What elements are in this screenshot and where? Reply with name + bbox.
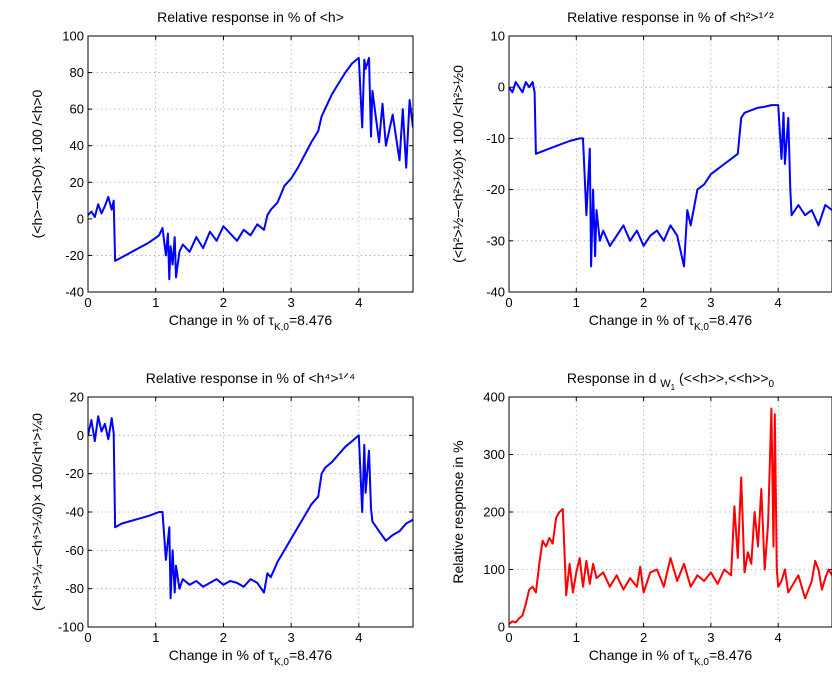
x-tick-label: 2 <box>220 295 227 310</box>
y-tick-label: 20 <box>70 175 84 190</box>
chart-title: Relative response in % of <h²>¹ᐟ² <box>567 9 774 25</box>
y-tick-label: -20 <box>65 248 84 263</box>
y-tick-label: -30 <box>486 233 505 248</box>
x-axis-label: Change in % of τK,0=8.476 <box>589 647 753 668</box>
x-tick-label: 3 <box>707 630 714 645</box>
x-axis-label: Change in % of τK,0=8.476 <box>589 312 753 333</box>
x-tick-label: 0 <box>505 295 512 310</box>
x-tick-label: 0 <box>84 630 91 645</box>
y-tick-label: -10 <box>486 131 505 146</box>
series-line <box>88 415 413 600</box>
x-axis-label: Change in % of τK,0=8.476 <box>169 312 333 333</box>
series-line <box>509 407 832 625</box>
y-tick-label: 0 <box>498 620 505 635</box>
x-tick-label: 2 <box>640 630 647 645</box>
x-axis-label: Change in % of τK,0=8.476 <box>169 647 333 668</box>
x-tick-label: 3 <box>288 295 295 310</box>
y-tick-label: -40 <box>486 285 505 300</box>
y-tick-label: -20 <box>65 466 84 481</box>
x-tick-label: 1 <box>152 295 159 310</box>
axes-frame <box>87 35 414 293</box>
y-tick-label: 10 <box>491 29 505 44</box>
chart-panel-2: 0 1 2 3 4 -40 -30 -20 -10 0 10 Relative response in… <box>450 9 832 333</box>
y-tick-label: 20 <box>70 390 84 405</box>
axes-frame <box>508 396 832 628</box>
x-tick-label: 1 <box>573 630 580 645</box>
chart-panel-4: 0 1 2 3 4 0 100 200 300 400 Response in d W1 (<<h>… <box>450 370 832 668</box>
y-tick-label: -60 <box>65 543 84 558</box>
x-tick-label: 2 <box>640 295 647 310</box>
y-tick-label: -40 <box>65 505 84 520</box>
x-tick-label: 2 <box>220 630 227 645</box>
y-tick-label: -80 <box>65 581 84 596</box>
x-tick-label: 3 <box>288 630 295 645</box>
axes-frame <box>87 396 414 628</box>
y-axis-label: Relative response in % <box>450 440 466 583</box>
x-tick-label: 4 <box>775 295 782 310</box>
series-line <box>509 81 832 268</box>
y-tick-label: 40 <box>70 138 84 153</box>
y-tick-label: -20 <box>486 182 505 197</box>
y-axis-label: (<h>−<h>0)× 100 /<h>0 <box>29 89 45 238</box>
y-tick-label: 60 <box>70 102 84 117</box>
series-line <box>88 56 413 281</box>
x-tick-label: 1 <box>152 630 159 645</box>
axes-frame <box>508 35 832 293</box>
y-tick-label: 0 <box>77 428 84 443</box>
chart-panel-1: 0 1 2 3 4 -40 -20 0 20 40 60 80 100 Relative response… <box>29 9 414 333</box>
y-tick-label: 80 <box>70 65 84 80</box>
chart-panel-3: 0 1 2 3 4 -100 -80 -60 -40 -20 0 20 Relative respons… <box>29 370 414 668</box>
y-axis-label: (<h²>½−<h²>½0)× 100 /<h²>½0 <box>450 65 466 263</box>
x-tick-label: 4 <box>775 630 782 645</box>
chart-title: Response in d W1 (<<h>>,<<h>>0 <box>567 370 775 392</box>
x-tick-label: 4 <box>355 630 362 645</box>
x-tick-label: 3 <box>707 295 714 310</box>
y-tick-label: 400 <box>483 390 505 405</box>
y-tick-label: 300 <box>483 447 505 462</box>
y-axis-label: (<h⁴>¼−<h⁴>¼0)× 100/<h⁴>¼0 <box>29 413 45 611</box>
x-tick-label: 4 <box>355 295 362 310</box>
y-tick-label: 0 <box>77 211 84 226</box>
y-tick-label: 200 <box>483 505 505 520</box>
x-tick-label: 0 <box>84 295 91 310</box>
y-tick-label: 0 <box>498 80 505 95</box>
y-tick-label: -40 <box>65 285 84 300</box>
chart-title: Relative response in % of <h> <box>157 9 344 25</box>
y-tick-label: -100 <box>58 620 84 635</box>
plot-area <box>509 36 832 292</box>
x-tick-label: 1 <box>573 295 580 310</box>
y-tick-label: 100 <box>483 562 505 577</box>
chart-title: Relative response in % of <h⁴>¹ᐟ⁴ <box>146 370 355 386</box>
x-tick-label: 0 <box>505 630 512 645</box>
y-tick-label: 100 <box>62 29 84 44</box>
